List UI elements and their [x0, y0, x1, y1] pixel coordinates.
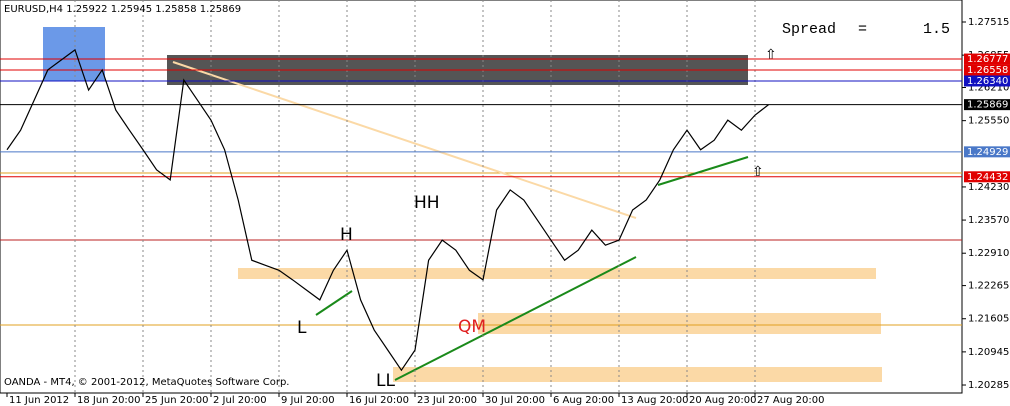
arrow-up: ⇧: [752, 164, 764, 180]
y-tick-label: 1.22910: [968, 248, 1009, 259]
x-tick-label: 16 Jul 20:00: [349, 395, 409, 406]
trend-line: [172, 61, 637, 219]
trend-line: [394, 256, 637, 381]
y-tick-label: 1.26210: [968, 83, 1009, 94]
annotation: LL: [376, 371, 395, 391]
price-level-label: 1.26558: [967, 65, 1008, 76]
zone: [238, 268, 876, 279]
y-tick-label: 1.24230: [968, 182, 1009, 193]
price-level-box: [964, 53, 1010, 65]
annotation: HH: [414, 193, 440, 213]
price-line: [6, 48, 769, 372]
price-level-box: [964, 99, 1010, 111]
spread-sign: =: [858, 21, 867, 38]
y-tick-label: 1.20945: [968, 347, 1009, 358]
spread-label: Spread: [782, 21, 836, 38]
annotation: QM: [458, 317, 486, 337]
price-level-box: [964, 146, 1010, 158]
x-tick-label: 18 Jun 20:00: [77, 395, 141, 406]
chart-title: EURUSD,H4 1.25922 1.25945 1.25858 1.2586…: [4, 4, 241, 15]
x-tick-label: 23 Jul 20:00: [417, 395, 477, 406]
zone: [393, 367, 882, 382]
marks: [6, 48, 769, 372]
zone: [43, 27, 105, 81]
x-tick-label: 27 Aug 20:00: [757, 395, 824, 406]
x-tick-label: 11 Jun 2012: [9, 395, 69, 406]
y-tick-label: 1.20285: [968, 380, 1009, 391]
x-tick-label: 25 Jun 20:00: [145, 395, 209, 406]
trend-line: [657, 156, 749, 186]
annotation: L: [297, 318, 307, 338]
trend-line: [315, 290, 353, 316]
price-level-label: 1.26777: [967, 54, 1008, 65]
price-level-label: 1.25869: [967, 100, 1008, 111]
x-tick-label: 13 Aug 20:00: [621, 395, 688, 406]
price-level-box: [964, 75, 1010, 87]
x-tick-label: 6 Aug 20:00: [553, 395, 614, 406]
price-level-label: 1.24929: [967, 147, 1008, 158]
annotation: H: [340, 225, 353, 245]
y-tick-label: 1.25550: [968, 116, 1009, 127]
footer: OANDA - MT4, © 2001-2012, MetaQuotes Sof…: [4, 377, 289, 388]
spread-value: 1.5: [923, 21, 950, 38]
y-tick-label: 1.22265: [968, 281, 1009, 292]
y-tick-label: 1.27515: [968, 17, 1009, 28]
zone: [478, 313, 881, 334]
price-level-label: 1.26340: [967, 76, 1008, 87]
y-tick-label: 1.21605: [968, 314, 1009, 325]
x-tick-label: 20 Aug 20:00: [689, 395, 756, 406]
price-level-box: [964, 64, 1010, 76]
price-level-box: [964, 171, 1010, 183]
price-level-label: 1.24432: [967, 172, 1008, 183]
arrow-up: ⇧: [765, 47, 777, 63]
x-tick-label: 2 Jul 20:00: [213, 395, 267, 406]
x-tick-label: 9 Jul 20:00: [281, 395, 335, 406]
x-tick-label: 30 Jul 20:00: [485, 395, 545, 406]
y-tick-label: 1.23570: [968, 215, 1009, 226]
